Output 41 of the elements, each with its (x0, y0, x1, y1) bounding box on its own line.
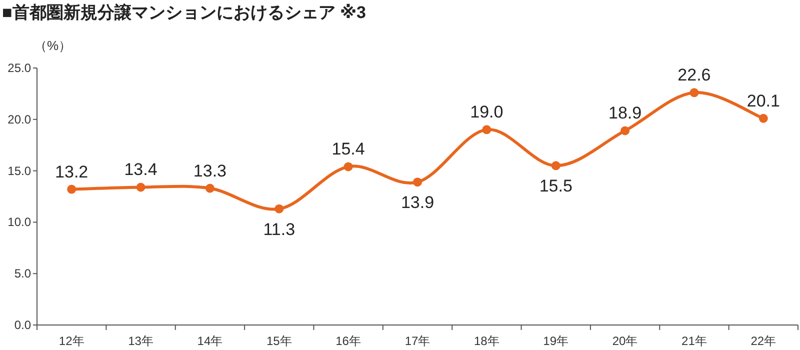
point (620, 126, 630, 136)
data-label: 13.2 (55, 162, 88, 182)
data-label: 13.3 (193, 161, 226, 180)
y-tick-label: 25.0 (8, 61, 32, 75)
point (690, 88, 699, 98)
x-tick-label: 18年 (474, 334, 500, 348)
chart-title: ■首都圏新規分譲マンションにおけるシェア ※3 (2, 3, 366, 22)
point (482, 125, 492, 134)
data-label: 13.9 (400, 193, 434, 212)
point (205, 184, 214, 193)
point (136, 182, 146, 192)
point (758, 114, 768, 123)
x-tick-label: 15年 (266, 334, 292, 348)
data-label: 19.0 (470, 102, 504, 122)
x-tick-label: 17年 (404, 334, 430, 348)
point (551, 161, 560, 170)
x-tick-label: 13年 (128, 334, 154, 348)
data-label: 15.5 (539, 176, 572, 196)
point (413, 178, 422, 187)
x-tick-label: 14年 (197, 334, 223, 348)
y-tick-label: 0.0 (14, 318, 32, 332)
y-tick-label: 10.0 (8, 215, 32, 230)
point (67, 184, 76, 194)
data-label: 15.4 (332, 140, 365, 159)
x-tick-label: 16年 (336, 334, 361, 348)
y-tick-label: 20.0 (8, 112, 32, 126)
y-axis-title: （%） (34, 38, 72, 53)
x-tick-label: 20年 (612, 334, 638, 348)
y-tick-label: 5.0 (14, 266, 32, 281)
data-label: 22.6 (678, 66, 711, 85)
data-label: 20.1 (746, 91, 780, 110)
data-label: 18.9 (608, 104, 642, 123)
x-tick-label: 12年 (58, 334, 84, 348)
x-tick-label: 21年 (682, 334, 707, 348)
x-tick-label: 19年 (543, 334, 569, 348)
x-tick-label: 22年 (750, 334, 776, 348)
point (274, 204, 284, 214)
data-label: 11.3 (263, 220, 296, 239)
point (344, 162, 353, 172)
data-label: 13.4 (124, 160, 158, 180)
y-tick-label: 15.0 (8, 164, 32, 178)
